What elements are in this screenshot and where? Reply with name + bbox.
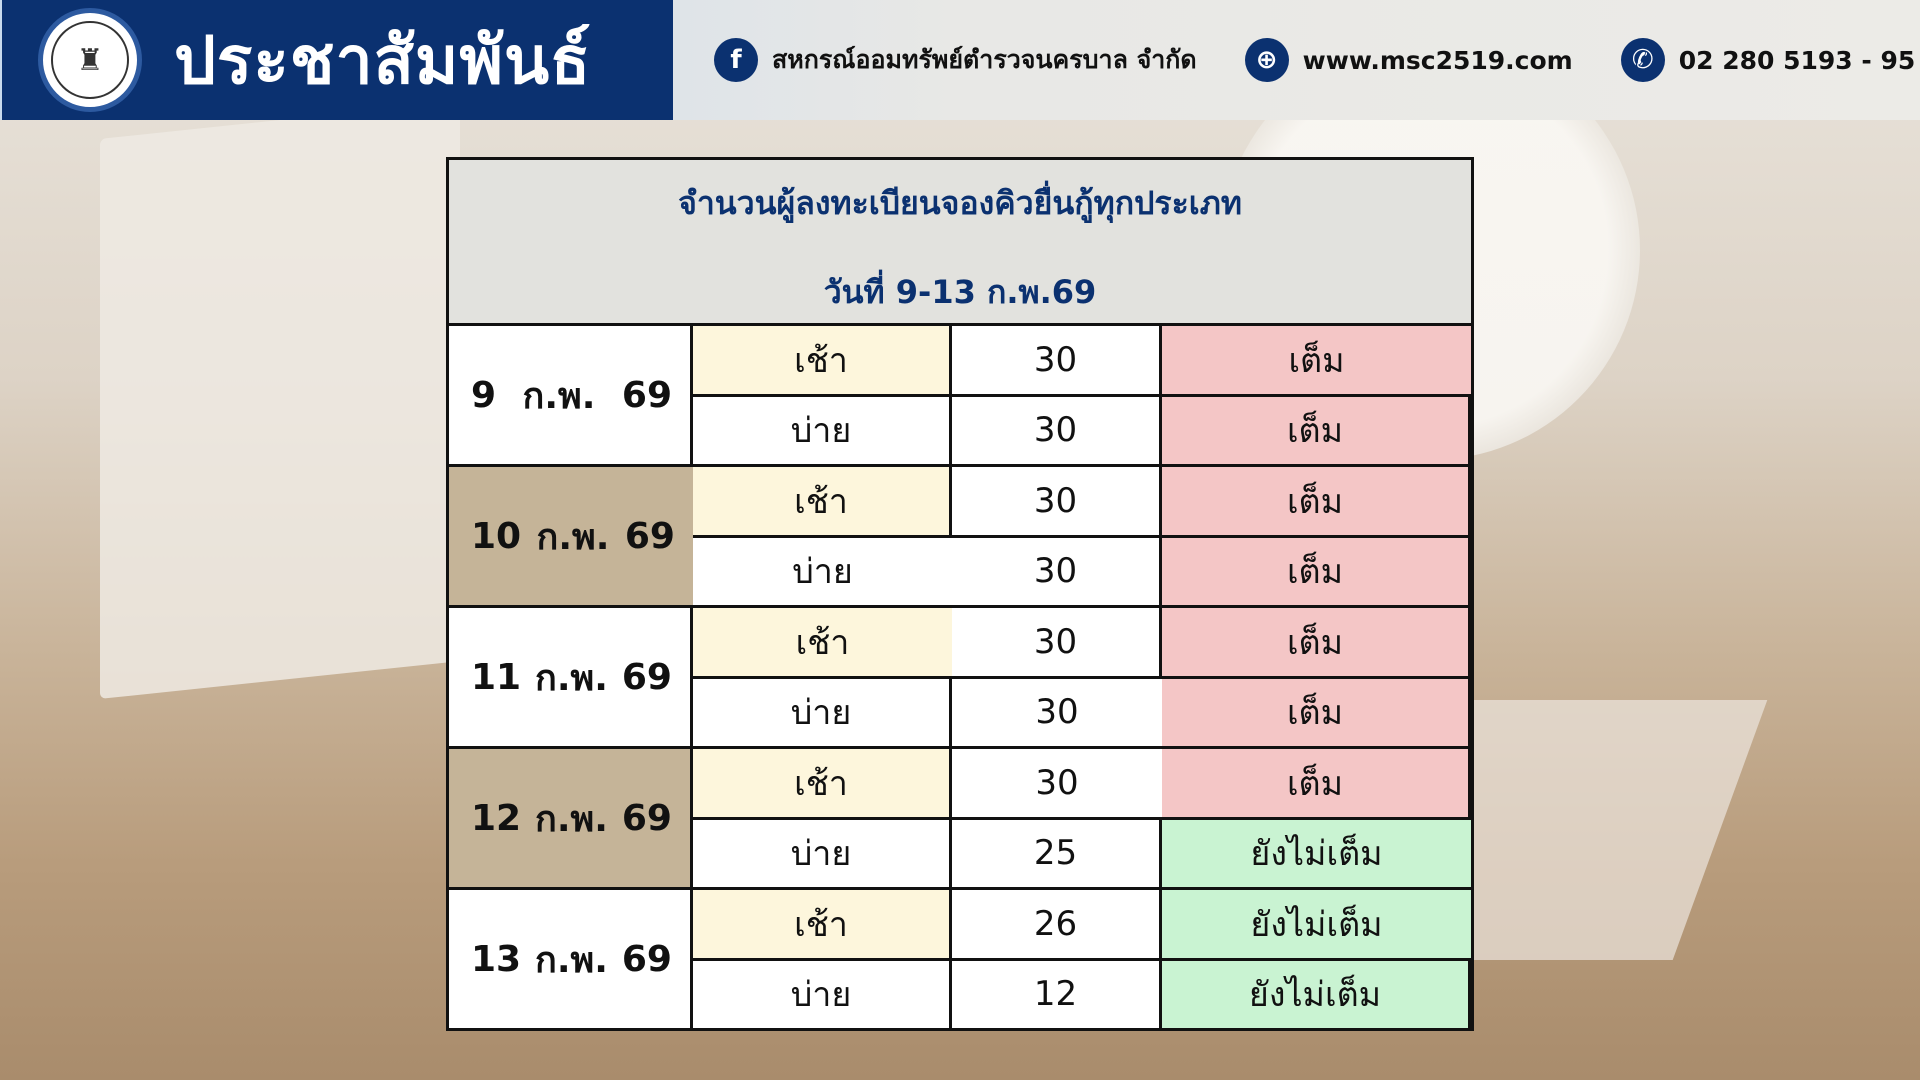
- date-year: 69: [621, 938, 672, 980]
- period-cell: เช้า: [693, 890, 952, 961]
- date-day: 9: [471, 374, 497, 416]
- count-cell: 30: [952, 396, 1162, 467]
- status-cell: เต็ม: [1162, 608, 1471, 679]
- status-cell: เต็ม: [1162, 749, 1471, 820]
- count-cell: 30: [952, 749, 1162, 820]
- period-cell: บ่าย: [693, 678, 952, 749]
- cooperative-logo: ♜: [38, 8, 142, 112]
- date-month: ก.พ.: [535, 939, 608, 981]
- period-cell: บ่าย: [693, 396, 952, 467]
- contact-bar: f สหกรณ์ออมทรัพย์ตำรวจนครบาล จำกัด ⊕ www…: [714, 38, 1915, 82]
- count-cell: 30: [952, 537, 1162, 608]
- header: ♜ ประชาสัมพันธ์ f สหกรณ์ออมทรัพย์ตำรวจนค…: [0, 0, 1920, 120]
- date-cell: 12 ก.พ. 69: [449, 749, 693, 890]
- date-day: 13: [471, 938, 522, 980]
- count-cell: 12: [952, 960, 1162, 1031]
- brand-block: ♜ ประชาสัมพันธ์: [2, 0, 673, 120]
- period-cell: บ่าย: [693, 819, 952, 890]
- date-year: 69: [624, 515, 675, 557]
- date-day: 10: [471, 515, 522, 557]
- date-day: 12: [471, 797, 522, 839]
- period-cell: บ่าย: [693, 960, 952, 1031]
- status-cell: เต็ม: [1162, 326, 1471, 397]
- page-title: ประชาสัมพันธ์: [174, 21, 592, 99]
- globe-icon: ⊕: [1244, 38, 1289, 82]
- count-cell: 30: [952, 326, 1162, 397]
- status-cell: ยังไม่เต็ม: [1162, 960, 1471, 1031]
- date-cell: 11 ก.พ. 69: [449, 608, 693, 749]
- status-cell: เต็ม: [1162, 537, 1471, 608]
- table-body: 9 ก.พ. 69 เช้า 30 เต็ม บ่าย 30 เต็ม 10 ก.พ. 69 เช้า 3…: [449, 326, 1471, 1031]
- date-month: ก.พ.: [535, 657, 608, 699]
- table-title: จำนวนผู้ลงทะเบียนจองคิวยื่นกู้ทุกประเภท: [678, 184, 1242, 222]
- table-header: จำนวนผู้ลงทะเบียนจองคิวยื่นกู้ทุกประเภท …: [449, 160, 1471, 326]
- date-month: ก.พ.: [522, 375, 596, 417]
- phone-icon: ✆: [1620, 38, 1665, 82]
- date-year: 69: [621, 374, 672, 416]
- count-cell: 25: [952, 819, 1162, 890]
- status-cell: ยังไม่เต็ม: [1162, 819, 1471, 890]
- date-cell: 10 ก.พ. 69: [449, 467, 693, 608]
- date-year: 69: [621, 797, 672, 839]
- website-link[interactable]: www.msc2519.com: [1302, 45, 1573, 75]
- period-cell: เช้า: [693, 467, 952, 538]
- date-cell: 9 ก.พ. 69: [449, 326, 693, 467]
- period-cell: เช้า: [693, 608, 952, 679]
- status-cell: เต็ม: [1162, 467, 1471, 538]
- date-month: ก.พ.: [535, 798, 608, 840]
- status-cell: เต็ม: [1162, 678, 1471, 749]
- period-cell: บ่าย: [693, 538, 952, 608]
- date-year: 69: [621, 656, 672, 698]
- date-day: 11: [471, 656, 522, 698]
- queue-table: จำนวนผู้ลงทะเบียนจองคิวยื่นกู้ทุกประเภท …: [446, 157, 1474, 1031]
- phone-number: 02 280 5193 - 95: [1678, 45, 1916, 75]
- date-cell: 13 ก.พ. 69: [449, 890, 693, 1031]
- facebook-icon: f: [714, 38, 758, 82]
- period-cell: เช้า: [693, 326, 952, 397]
- status-cell: ยังไม่เต็ม: [1162, 890, 1471, 961]
- count-cell: 30: [952, 467, 1162, 538]
- background-calendar: [100, 101, 460, 699]
- count-cell: 30: [952, 608, 1162, 679]
- status-cell: เต็ม: [1162, 396, 1471, 467]
- table-subtitle: วันที่ 9-13 ก.พ.69: [823, 273, 1097, 311]
- facebook-name[interactable]: สหกรณ์ออมทรัพย์ตำรวจนครบาล จำกัด: [772, 45, 1197, 74]
- period-cell: เช้า: [693, 749, 952, 820]
- date-month: ก.พ.: [536, 516, 610, 558]
- count-cell: 26: [952, 890, 1162, 961]
- count-cell: 30: [952, 679, 1162, 749]
